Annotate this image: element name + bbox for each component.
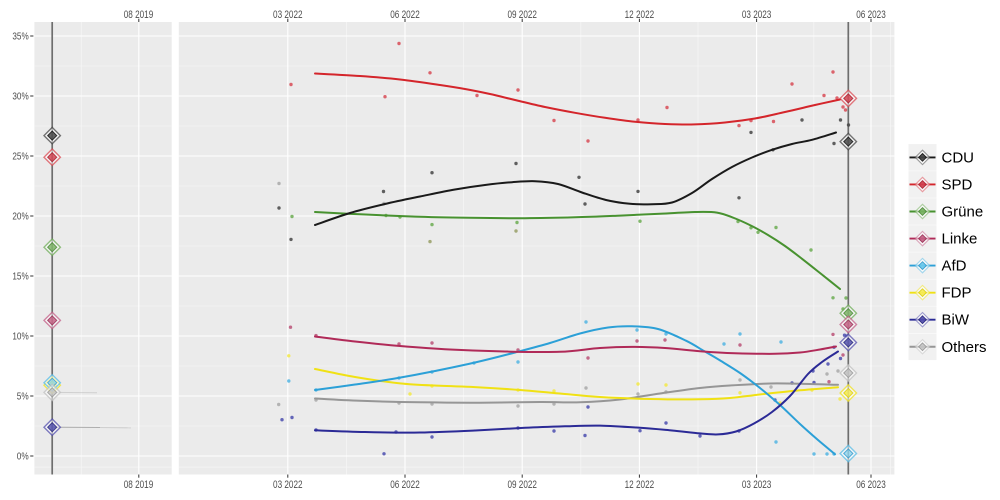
svg-text:35%: 35% <box>12 32 28 43</box>
svg-text:03 2022: 03 2022 <box>273 9 303 21</box>
svg-text:Linke: Linke <box>942 231 978 248</box>
svg-text:03 2022: 03 2022 <box>273 479 303 491</box>
svg-text:12 2022: 12 2022 <box>625 9 655 21</box>
svg-text:08 2019: 08 2019 <box>124 9 154 21</box>
svg-text:30%: 30% <box>12 92 28 103</box>
svg-text:CDU: CDU <box>942 149 975 166</box>
svg-text:5%: 5% <box>17 392 29 403</box>
svg-text:20%: 20% <box>12 212 28 223</box>
svg-text:03 2023: 03 2023 <box>742 9 772 21</box>
svg-text:06 2023: 06 2023 <box>856 479 886 491</box>
svg-text:03 2023: 03 2023 <box>742 479 772 491</box>
svg-text:06 2022: 06 2022 <box>390 9 420 21</box>
svg-text:0%: 0% <box>17 452 29 463</box>
svg-text:Grüne: Grüne <box>942 204 984 221</box>
svg-text:BiW: BiW <box>942 312 970 329</box>
svg-text:Others: Others <box>942 339 987 356</box>
svg-text:10%: 10% <box>12 332 28 343</box>
svg-text:06 2023: 06 2023 <box>856 9 886 21</box>
svg-text:FDP: FDP <box>942 285 972 302</box>
svg-text:06 2022: 06 2022 <box>390 479 420 491</box>
svg-text:09 2022: 09 2022 <box>507 9 537 21</box>
svg-text:12 2022: 12 2022 <box>625 479 655 491</box>
svg-text:25%: 25% <box>12 152 28 163</box>
svg-text:15%: 15% <box>12 272 28 283</box>
svg-text:08 2019: 08 2019 <box>124 479 154 491</box>
svg-text:AfD: AfD <box>942 258 967 275</box>
svg-text:09 2022: 09 2022 <box>507 479 537 491</box>
svg-text:SPD: SPD <box>942 176 973 193</box>
